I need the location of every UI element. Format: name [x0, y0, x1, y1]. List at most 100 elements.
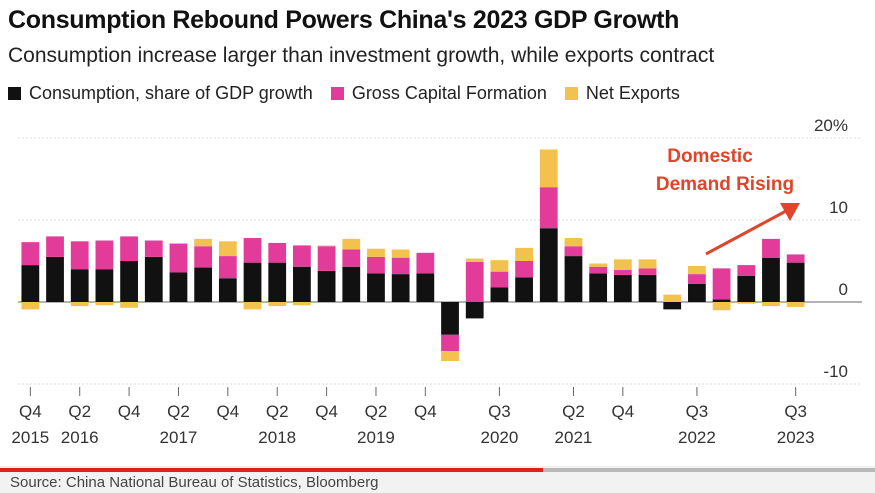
- bar-segment: [95, 302, 114, 306]
- bar-segment: [342, 249, 361, 267]
- bar-segment: [293, 245, 311, 267]
- bar-segment: [268, 262, 287, 302]
- bar-segment: [613, 274, 632, 302]
- bar-segment: [564, 246, 583, 257]
- x-tick-year-label: 2015: [11, 428, 49, 447]
- legend-item-consumption: Consumption, share of GDP growth: [8, 83, 313, 104]
- annotation-arrow-shaft: [705, 209, 787, 256]
- bar-segment: [564, 238, 583, 247]
- bar-segment: [663, 294, 682, 302]
- bar-segment: [638, 268, 657, 275]
- bar-segment: [737, 302, 756, 304]
- bar-segment: [539, 228, 558, 302]
- x-tick-label: Q2: [365, 402, 388, 421]
- x-tick-year-label: 2023: [777, 428, 815, 447]
- x-tick-label: Q2: [266, 402, 289, 421]
- bar-segment: [293, 266, 311, 302]
- bar-segment: [391, 257, 410, 275]
- bar-segment: [367, 273, 385, 302]
- chart-title: Consumption Rebound Powers China's 2023 …: [8, 6, 680, 34]
- bar-segment: [317, 246, 336, 271]
- x-tick-year-label: 2022: [678, 428, 716, 447]
- bar-segment: [465, 258, 484, 262]
- bar-segment: [490, 271, 509, 288]
- bar-segment: [120, 236, 138, 261]
- x-tick-year-label: 2019: [357, 428, 395, 447]
- bar-segment: [416, 252, 435, 274]
- legend-swatch-net-exports: [564, 87, 578, 100]
- x-tick-label: Q4: [612, 402, 635, 421]
- bar-segment: [737, 265, 756, 276]
- bar-segment: [95, 240, 114, 270]
- x-tick-year-label: 2021: [555, 428, 593, 447]
- bar-segment: [786, 254, 805, 263]
- bar-segment: [120, 261, 138, 302]
- x-tick-year-label: 2020: [480, 428, 518, 447]
- legend-label-net-exports: Net Exports: [585, 83, 680, 103]
- bar-segment: [243, 238, 262, 263]
- legend-item-capital: Gross Capital Formation: [330, 83, 547, 104]
- x-tick-year-label: 2017: [160, 428, 198, 447]
- y-tick-label: 10: [829, 198, 848, 217]
- y-tick-label: 20%: [814, 116, 848, 135]
- bar-segment: [169, 242, 188, 244]
- bar-segment: [268, 242, 287, 263]
- bar-segment: [465, 261, 484, 302]
- x-tick-label: Q4: [118, 402, 141, 421]
- annotation-group: Domestic Demand Rising: [656, 146, 800, 256]
- bar-segment: [367, 256, 385, 274]
- x-tick-year-label: 2018: [258, 428, 296, 447]
- bar-segment: [441, 351, 459, 362]
- x-tick-label: Q3: [784, 402, 807, 421]
- bar-segment: [688, 283, 706, 302]
- bar-segment: [515, 277, 533, 302]
- bar-segment: [737, 275, 756, 302]
- bar-segment: [490, 260, 509, 272]
- bar-segment: [70, 269, 89, 302]
- video-progress-remaining[interactable]: [543, 468, 875, 472]
- x-tick-label: Q2: [562, 402, 585, 421]
- bar-segment: [21, 302, 40, 310]
- bar-segment: [169, 243, 188, 273]
- bar-segment: [613, 259, 632, 271]
- bar-segment: [218, 278, 237, 302]
- bar-segment: [539, 149, 558, 188]
- video-progress-played[interactable]: [0, 468, 543, 472]
- x-tick-label: Q3: [686, 402, 709, 421]
- x-tick-year-label: 2016: [61, 428, 99, 447]
- bar-segment: [638, 274, 657, 302]
- bar-segment: [194, 246, 213, 268]
- bar-segment: [712, 299, 731, 302]
- x-tick-label: Q4: [19, 402, 42, 421]
- bar-segment: [515, 261, 533, 278]
- bar-segment: [638, 259, 657, 269]
- bar-segment: [564, 256, 583, 302]
- bar-segment: [243, 302, 262, 310]
- legend-swatch-capital: [330, 87, 344, 100]
- bar-segment: [218, 241, 237, 257]
- bar-segment: [441, 302, 459, 335]
- bar-segment: [613, 270, 632, 275]
- bar-segment: [144, 256, 163, 302]
- bar-segment: [416, 273, 435, 302]
- bar-segment: [194, 267, 213, 302]
- legend-swatch-consumption: [8, 87, 21, 100]
- y-tick-label: 0: [839, 280, 848, 299]
- bar-segment: [490, 287, 509, 302]
- x-axis: Q4 2015 Q2 2016 Q4 Q2 2017 Q4 Q2 2018 Q4 Q2 2019 Q4 Q3…: [11, 387, 815, 447]
- bar-segment: [712, 302, 731, 311]
- legend-label-capital: Gross Capital Formation: [351, 83, 547, 103]
- bar-segment: [46, 256, 64, 302]
- bar-segment: [589, 266, 608, 274]
- legend-label-consumption: Consumption, share of GDP growth: [29, 83, 313, 103]
- bar-segment: [21, 242, 40, 266]
- bar-segment: [293, 302, 311, 306]
- bar-segment: [342, 238, 361, 250]
- bar-segment: [218, 256, 237, 279]
- bar-segment: [688, 265, 706, 275]
- x-tick-label: Q3: [488, 402, 511, 421]
- bar-segment: [268, 302, 287, 307]
- x-tick-label: Q4: [217, 402, 240, 421]
- bar-segment: [144, 240, 163, 257]
